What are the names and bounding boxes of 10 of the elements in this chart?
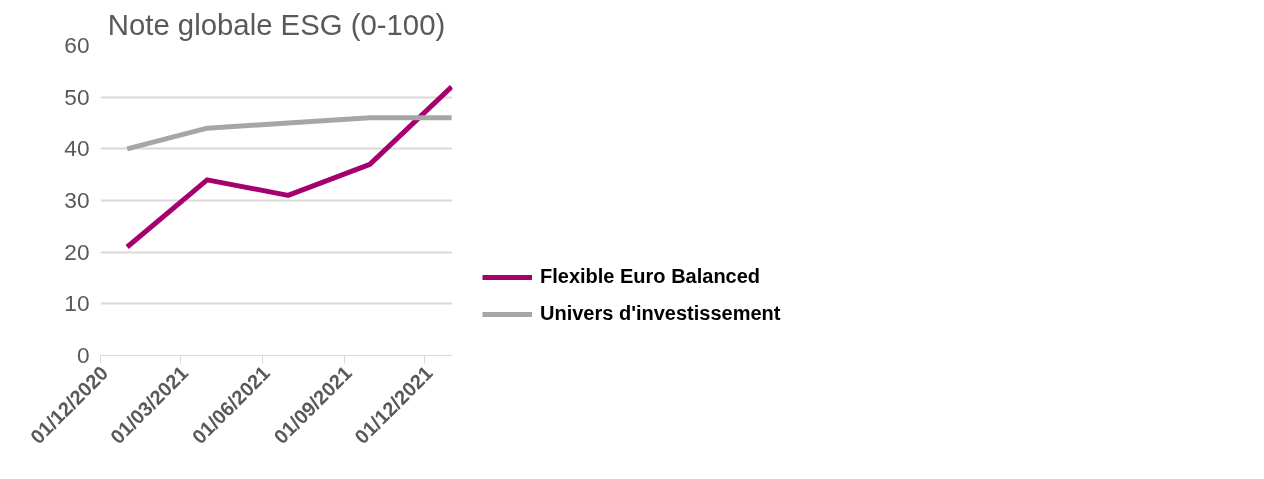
y-tick-label: 20 <box>64 238 90 265</box>
y-tick-label: 40 <box>64 135 90 162</box>
legend-label: Univers d'investissement <box>540 302 781 325</box>
y-tick-label: 30 <box>64 187 90 213</box>
y-tick-label: 50 <box>64 83 90 110</box>
y-tick-label: 10 <box>64 290 90 317</box>
chart-title: Note globale ESG (0-100) <box>107 7 446 41</box>
y-tick-label: 0 <box>76 342 90 368</box>
legend-label: Flexible Euro Balanced <box>540 265 761 288</box>
y-tick-label: 60 <box>64 32 90 58</box>
